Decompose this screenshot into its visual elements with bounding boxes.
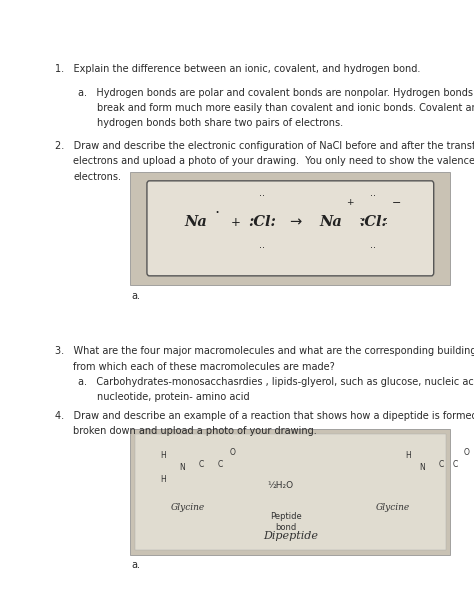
Bar: [135, 434, 446, 550]
Text: Glycine: Glycine: [171, 503, 205, 512]
Text: a.: a.: [132, 291, 141, 300]
Text: −: −: [392, 197, 401, 208]
Text: break and form much more easily than covalent and ionic bonds. Covalent and: break and form much more easily than cov…: [97, 103, 474, 113]
Text: ··: ··: [370, 191, 376, 202]
Text: bond: bond: [275, 523, 296, 532]
Text: :: :: [358, 215, 363, 227]
Text: Glycine: Glycine: [375, 503, 410, 512]
Text: Dipeptide: Dipeptide: [263, 531, 318, 541]
Text: 2.   Draw and describe the electronic configuration of NaCl before and after the: 2. Draw and describe the electronic conf…: [55, 141, 474, 151]
Text: ··: ··: [259, 191, 265, 202]
Text: Peptide: Peptide: [270, 512, 301, 521]
Text: Na: Na: [319, 215, 342, 229]
Text: H: H: [161, 451, 166, 460]
Text: N: N: [419, 463, 425, 472]
Text: +: +: [231, 216, 241, 229]
Text: broken down and upload a photo of your drawing.: broken down and upload a photo of your d…: [73, 426, 317, 436]
Bar: [130, 172, 450, 285]
Bar: [130, 429, 450, 555]
Text: :Cl:: :Cl:: [248, 215, 276, 229]
Text: from which each of these macromolecules are made?: from which each of these macromolecules …: [73, 362, 335, 371]
Text: O: O: [229, 447, 235, 457]
Text: ··: ··: [259, 243, 265, 254]
Text: ·: ·: [214, 205, 219, 221]
Text: a.   Carbohydrates-monosacchasrdies , lipids-glyerol, such as glucose, nucleic a: a. Carbohydrates-monosacchasrdies , lipi…: [78, 377, 474, 387]
Text: N: N: [180, 463, 185, 472]
Text: a.: a.: [132, 560, 141, 570]
Text: electrons.: electrons.: [73, 172, 121, 181]
Text: :: :: [384, 215, 388, 227]
Text: 4.   Draw and describe an example of a reaction that shows how a dipeptide is fo: 4. Draw and describe an example of a rea…: [55, 411, 474, 421]
Text: electrons and upload a photo of your drawing.  You only need to show the valence: electrons and upload a photo of your dra…: [73, 156, 474, 166]
Text: +: +: [346, 198, 353, 207]
Text: :Cl:: :Cl:: [359, 215, 387, 229]
Text: a.   Hydrogen bonds are polar and covalent bonds are nonpolar. Hydrogen bonds: a. Hydrogen bonds are polar and covalent…: [78, 88, 473, 97]
Text: H: H: [405, 451, 410, 460]
Text: ½H₂O: ½H₂O: [268, 481, 294, 490]
Text: C: C: [199, 460, 204, 469]
Text: C: C: [218, 460, 223, 469]
Text: 1.   Explain the difference between an ionic, covalent, and hydrogen bond.: 1. Explain the difference between an ion…: [55, 64, 420, 74]
Text: O: O: [464, 447, 470, 457]
Text: C: C: [438, 460, 444, 469]
Text: hydrogen bonds both share two pairs of electrons.: hydrogen bonds both share two pairs of e…: [97, 118, 343, 128]
FancyBboxPatch shape: [147, 181, 434, 276]
Text: ··: ··: [370, 243, 376, 254]
Text: H: H: [161, 475, 166, 484]
Text: →: →: [289, 215, 301, 230]
Text: nucleotide, protein- amino acid: nucleotide, protein- amino acid: [97, 392, 250, 402]
Text: 3.   What are the four major macromolecules and what are the corresponding build: 3. What are the four major macromolecule…: [55, 346, 474, 356]
Text: Na: Na: [184, 215, 207, 229]
Text: C: C: [452, 460, 458, 469]
